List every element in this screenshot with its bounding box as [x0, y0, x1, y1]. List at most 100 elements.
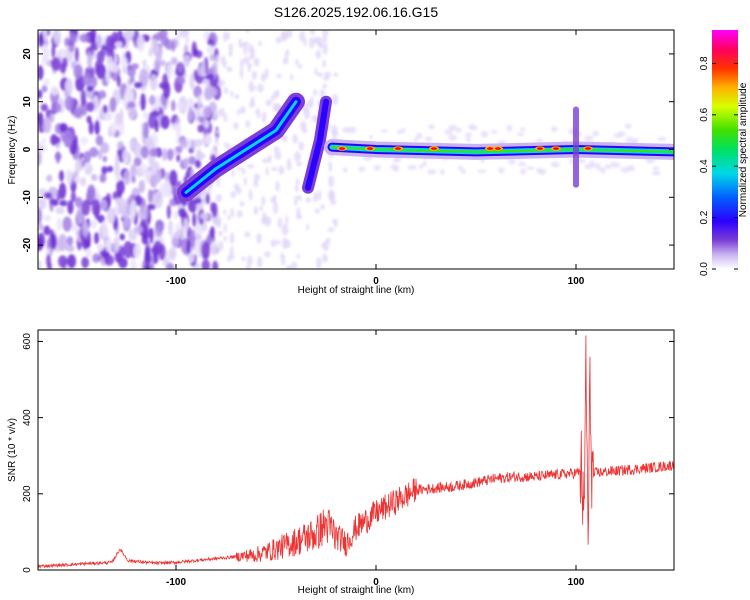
- noise-blob: [297, 63, 303, 69]
- spectrogram-y-tick-label: -20: [22, 237, 33, 252]
- snr-x-tick-label: -100: [166, 577, 186, 588]
- colorbar-gradient: [712, 30, 738, 269]
- noise-blob: [223, 87, 229, 95]
- snr-y-tick-label: 0: [22, 567, 33, 573]
- noise-blob: [465, 136, 471, 143]
- noise-blob: [459, 168, 467, 174]
- noise-blob: [149, 148, 160, 157]
- noise-blob: [300, 120, 307, 131]
- colorbar-tick-label: 0.2: [699, 210, 710, 224]
- noise-blob: [50, 86, 59, 96]
- noise-blob: [275, 36, 282, 44]
- noise-blob: [298, 195, 302, 202]
- noise-blob: [262, 158, 269, 163]
- noise-blob: [239, 58, 244, 70]
- noise-blob: [68, 33, 77, 44]
- noise-blob: [162, 148, 168, 161]
- noise-blob: [170, 57, 178, 65]
- noise-blob: [80, 177, 87, 187]
- spectrogram-x-axis-title: Height of straight line (km): [298, 285, 415, 296]
- noise-blob: [138, 206, 149, 222]
- noise-blob: [294, 184, 299, 193]
- noise-blob: [329, 194, 334, 201]
- noise-blob: [536, 167, 542, 174]
- noise-blob: [212, 260, 219, 269]
- chirp2-core: [305, 98, 329, 191]
- noise-blob: [104, 254, 115, 266]
- noise-blob: [113, 236, 120, 253]
- noise-blob: [245, 265, 251, 269]
- noise-blob: [652, 166, 660, 171]
- noise-blob: [58, 170, 65, 182]
- noise-blob: [130, 199, 137, 218]
- noise-blob: [278, 165, 285, 175]
- noise-blob: [518, 161, 527, 167]
- noise-blob: [577, 158, 586, 164]
- noise-blob: [134, 195, 143, 206]
- noise-blob: [455, 127, 462, 133]
- noise-blob: [201, 241, 211, 260]
- noise-blob: [314, 208, 320, 214]
- noise-blob: [295, 178, 300, 185]
- noise-blob: [95, 134, 104, 146]
- noise-blob: [322, 83, 327, 89]
- noise-blob: [41, 137, 46, 145]
- noise-blob: [317, 189, 322, 201]
- noise-blob: [628, 167, 635, 172]
- noise-blob: [592, 130, 599, 137]
- spectrogram-x-tick-label: -100: [166, 276, 186, 287]
- noise-blob: [106, 56, 114, 72]
- noise-blob: [119, 108, 124, 126]
- noise-blob: [497, 167, 505, 174]
- noise-blob: [195, 159, 202, 169]
- carrier-hot-spot: [495, 147, 501, 150]
- noise-blob: [319, 89, 326, 99]
- noise-blob: [228, 50, 233, 57]
- spectrogram-y-tick-label: 20: [22, 48, 33, 60]
- noise-blob: [43, 78, 50, 86]
- noise-blob: [281, 254, 286, 260]
- colorbar-tick-label: 0.0: [699, 262, 710, 276]
- noise-blob: [584, 135, 594, 143]
- noise-blob: [92, 253, 100, 263]
- noise-blob: [227, 214, 231, 220]
- noise-blob: [61, 57, 68, 69]
- noise-blob: [261, 195, 266, 206]
- noise-blob: [284, 239, 291, 248]
- noise-blob: [197, 94, 202, 112]
- noise-blob: [105, 239, 112, 252]
- noise-blob: [64, 95, 75, 111]
- noise-blob: [74, 176, 81, 184]
- noise-blob: [119, 233, 126, 241]
- noise-blob: [259, 205, 263, 212]
- noise-blob: [255, 108, 259, 115]
- noise-blob: [233, 94, 240, 99]
- noise-blob: [81, 256, 90, 269]
- noise-blob: [245, 30, 250, 33]
- carrier-hot-spot: [367, 147, 373, 150]
- noise-blob: [293, 199, 298, 206]
- noise-blob: [104, 112, 114, 121]
- spectrogram-marks: [38, 30, 674, 269]
- noise-blob: [439, 169, 445, 176]
- noise-blob: [130, 259, 137, 269]
- noise-blob: [358, 166, 366, 172]
- noise-blob: [273, 239, 281, 245]
- noise-blob: [226, 66, 233, 72]
- noise-blob: [477, 169, 487, 174]
- noise-blob: [86, 85, 94, 92]
- noise-blob: [597, 167, 606, 172]
- noise-blob: [167, 64, 173, 80]
- noise-blob: [123, 170, 131, 185]
- snr-y-tick-label: 400: [22, 409, 33, 426]
- snr-x-ticks: -100 0 100: [166, 330, 585, 588]
- noise-blob: [138, 68, 149, 87]
- noise-blob: [120, 56, 128, 68]
- noise-blob: [299, 31, 306, 42]
- noise-blob: [200, 60, 206, 78]
- noise-blob: [86, 115, 92, 124]
- noise-blob: [322, 240, 330, 252]
- chirp-center: [184, 100, 298, 194]
- noise-blob: [327, 227, 335, 233]
- noise-blob: [210, 226, 215, 239]
